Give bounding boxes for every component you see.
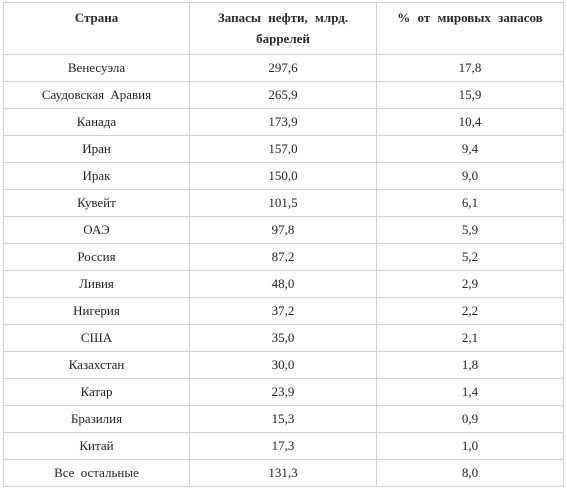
table-row: ОАЭ 97,8 5,9 xyxy=(3,216,564,244)
cell-oil-reserves: 131,3 xyxy=(189,459,377,487)
table-row: Кувейт 101,5 6,1 xyxy=(3,189,564,217)
cell-country: Нигерия xyxy=(3,297,190,325)
cell-world-share: 6,1 xyxy=(376,189,564,217)
table-header: Страна Запасы нефти, млрд. баррелей % от… xyxy=(3,2,564,55)
table-row: Казахстан 30,0 1,8 xyxy=(3,351,564,379)
table-body: Венесуэла 297,6 17,8 Саудовская Аравия 265,9… xyxy=(3,54,564,487)
cell-oil-reserves: 297,6 xyxy=(189,54,377,82)
cell-oil-reserves: 35,0 xyxy=(189,324,377,352)
table-row: Бразилия 15,3 0,9 xyxy=(3,405,564,433)
cell-world-share: 8,0 xyxy=(376,459,564,487)
cell-world-share: 0,9 xyxy=(376,405,564,433)
cell-world-share: 15,9 xyxy=(376,81,564,109)
cell-world-share: 9,0 xyxy=(376,162,564,190)
cell-world-share: 2,9 xyxy=(376,270,564,298)
table-row: Канада 173,9 10,4 xyxy=(3,108,564,136)
oil-reserves-table-container: Страна Запасы нефти, млрд. баррелей % от… xyxy=(3,2,564,487)
cell-country: Казахстан xyxy=(3,351,190,379)
cell-world-share: 10,4 xyxy=(376,108,564,136)
cell-world-share: 17,8 xyxy=(376,54,564,82)
header-country: Страна xyxy=(3,2,190,55)
table-row: США 35,0 2,1 xyxy=(3,324,564,352)
cell-oil-reserves: 101,5 xyxy=(189,189,377,217)
header-row: Страна Запасы нефти, млрд. баррелей % от… xyxy=(3,2,564,55)
cell-oil-reserves: 37,2 xyxy=(189,297,377,325)
cell-world-share: 1,0 xyxy=(376,432,564,460)
cell-oil-reserves: 87,2 xyxy=(189,243,377,271)
cell-oil-reserves: 23,9 xyxy=(189,378,377,406)
cell-oil-reserves: 150,0 xyxy=(189,162,377,190)
table-row: Все остальные 131,3 8,0 xyxy=(3,459,564,487)
cell-country: Саудовская Аравия xyxy=(3,81,190,109)
cell-oil-reserves: 17,3 xyxy=(189,432,377,460)
table-row: Венесуэла 297,6 17,8 xyxy=(3,54,564,82)
cell-world-share: 2,1 xyxy=(376,324,564,352)
cell-country: ОАЭ xyxy=(3,216,190,244)
cell-world-share: 9,4 xyxy=(376,135,564,163)
header-world-share: % от мировых запасов xyxy=(376,2,564,55)
table-row: Иран 157,0 9,4 xyxy=(3,135,564,163)
cell-world-share: 1,4 xyxy=(376,378,564,406)
cell-world-share: 1,8 xyxy=(376,351,564,379)
table-row: Россия 87,2 5,2 xyxy=(3,243,564,271)
table-row: Катар 23,9 1,4 xyxy=(3,378,564,406)
table-row: Саудовская Аравия 265,9 15,9 xyxy=(3,81,564,109)
cell-country: Ирак xyxy=(3,162,190,190)
cell-country: Иран xyxy=(3,135,190,163)
cell-world-share: 5,2 xyxy=(376,243,564,271)
cell-oil-reserves: 157,0 xyxy=(189,135,377,163)
cell-country: Канада xyxy=(3,108,190,136)
cell-country: Венесуэла xyxy=(3,54,190,82)
cell-oil-reserves: 173,9 xyxy=(189,108,377,136)
cell-oil-reserves: 265,9 xyxy=(189,81,377,109)
table-row: Ирак 150,0 9,0 xyxy=(3,162,564,190)
cell-oil-reserves: 48,0 xyxy=(189,270,377,298)
cell-country: Россия xyxy=(3,243,190,271)
table-row: Ливия 48,0 2,9 xyxy=(3,270,564,298)
cell-oil-reserves: 97,8 xyxy=(189,216,377,244)
header-oil-reserves: Запасы нефти, млрд. баррелей xyxy=(189,2,377,55)
oil-reserves-table: Страна Запасы нефти, млрд. баррелей % от… xyxy=(3,2,564,487)
cell-world-share: 2,2 xyxy=(376,297,564,325)
table-row: Китай 17,3 1,0 xyxy=(3,432,564,460)
cell-country: Ливия xyxy=(3,270,190,298)
cell-world-share: 5,9 xyxy=(376,216,564,244)
cell-country: Все остальные xyxy=(3,459,190,487)
cell-country: Кувейт xyxy=(3,189,190,217)
cell-country: Катар xyxy=(3,378,190,406)
cell-country: Китай xyxy=(3,432,190,460)
cell-oil-reserves: 15,3 xyxy=(189,405,377,433)
table-row: Нигерия 37,2 2,2 xyxy=(3,297,564,325)
cell-country: Бразилия xyxy=(3,405,190,433)
cell-country: США xyxy=(3,324,190,352)
cell-oil-reserves: 30,0 xyxy=(189,351,377,379)
